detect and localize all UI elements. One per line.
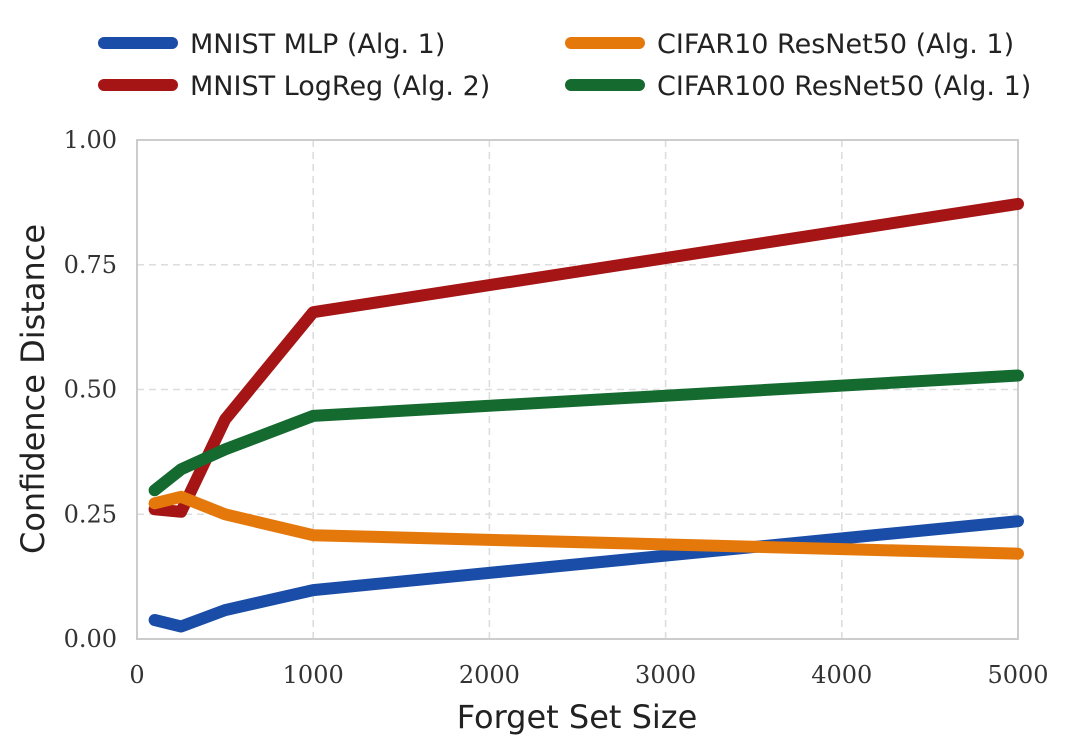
- x-tick-label: 3000: [635, 661, 696, 689]
- legend-label-2: MNIST LogReg (Alg. 2): [190, 71, 490, 102]
- series-line-3: [148, 490, 1024, 560]
- legend-label-1: MNIST MLP (Alg. 1): [190, 29, 445, 60]
- y-tick-label: 0.75: [64, 251, 117, 279]
- y-tick-label: 0.25: [64, 500, 117, 528]
- series-line-4: [148, 369, 1024, 497]
- x-tick-label: 0: [129, 661, 144, 689]
- y-axis-label: Confidence Distance: [14, 224, 52, 554]
- x-tick-label: 2000: [459, 661, 520, 689]
- legend: MNIST MLP (Alg. 1) MNIST LogReg (Alg. 2) C…: [98, 29, 1031, 102]
- series-lines: [148, 197, 1024, 633]
- x-tick-label: 1000: [283, 661, 344, 689]
- tick-labels: 0 1000 2000 3000 4000 5000 0.00 0.25 0.50 0.75 1.0…: [64, 126, 1049, 689]
- x-tick-label: 4000: [811, 661, 872, 689]
- legend-label-3: CIFAR10 ResNet50 (Alg. 1): [657, 29, 1014, 60]
- legend-label-4: CIFAR100 ResNet50 (Alg. 1): [657, 71, 1031, 102]
- y-tick-label: 0.00: [64, 625, 117, 653]
- y-tick-label: 1.00: [64, 126, 117, 154]
- series-line-1: [148, 515, 1024, 633]
- x-axis-label: Forget Set Size: [457, 698, 698, 736]
- plot-frame: [136, 139, 1019, 640]
- series-line-2: [148, 197, 1024, 518]
- x-tick-label: 5000: [987, 661, 1048, 689]
- y-tick-label: 0.50: [64, 376, 117, 404]
